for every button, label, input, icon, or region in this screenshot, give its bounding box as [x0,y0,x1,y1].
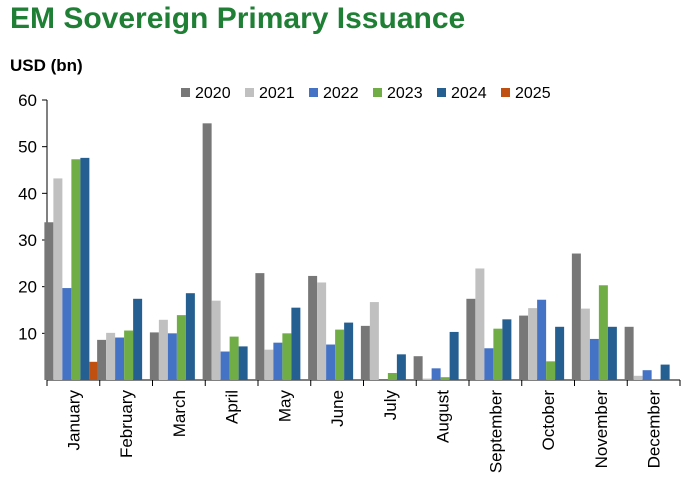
y-tick-label: 40 [18,184,37,203]
bar-2024-april [238,346,248,380]
bar-2020-march [149,332,159,380]
x-tick-label: April [223,390,242,424]
bar-2024-august [449,331,459,380]
y-tick-label: 20 [18,278,37,297]
bar-2020-december [624,326,634,380]
bar-2021-january [53,178,63,380]
bar-2020-august [413,356,423,380]
legend-label-2023: 2023 [387,85,423,102]
legend-swatch-2025 [501,88,510,97]
legend-swatch-2022 [309,88,318,97]
legend-label-2021: 2021 [259,85,295,102]
bar-2023-october [546,361,556,380]
bar-2022-september [484,348,494,380]
bar-2020-september [466,298,476,380]
bar-2023-february [124,330,134,380]
y-axis-unit-label: USD (bn) [10,56,83,75]
bar-2023-january [71,159,81,380]
legend-swatch-2023 [373,88,382,97]
bar-2022-february [115,337,125,380]
legend-swatch-2020 [181,88,190,97]
bar-2021-april [211,300,221,380]
y-tick-label: 30 [18,231,37,250]
bar-2021-november [580,308,590,380]
bar-2022-july [378,379,388,380]
x-tick-label: December [645,390,664,469]
bar-2022-january [62,288,72,380]
bar-2024-july [396,354,406,380]
bar-2021-june [317,282,327,380]
chart-title: EM Sovereign Primary Issuance [10,2,466,35]
bar-2023-august [440,377,450,380]
bar-2022-march [167,333,177,380]
bar-2020-october [519,315,529,380]
bar-2022-december [642,370,652,380]
bar-2024-november [607,326,617,380]
bar-2020-january [44,222,54,380]
bar-2023-may [282,333,292,380]
x-tick-label: August [434,390,453,443]
x-tick-label: June [328,390,347,427]
y-tick-label: 10 [18,324,37,343]
x-tick-label: October [539,390,558,451]
bar-2021-march [158,319,168,380]
y-tick-label: 60 [18,91,37,110]
bar-2024-may [291,307,301,380]
bar-2020-may [255,273,265,380]
x-tick-label: November [592,390,611,469]
bar-2021-august [422,378,432,380]
bar-2025-january [89,361,99,380]
bar-2024-december [660,364,670,380]
bar-2024-october [555,326,565,380]
bar-2024-september [502,319,512,380]
bar-2022-november [589,338,599,380]
bar-2022-june [326,344,336,380]
bar-2022-april [220,351,230,380]
legend-label-2025: 2025 [515,85,551,102]
bar-2023-july [387,373,397,380]
x-tick-label: March [170,390,189,437]
legend-swatch-2024 [437,88,446,97]
x-tick-label: May [275,390,294,423]
x-tick-label: July [381,390,400,421]
bar-2024-march [185,293,195,380]
bar-2023-march [176,315,186,380]
bar-2021-september [475,268,485,380]
bar-2020-june [308,275,318,380]
x-tick-label: February [117,390,136,459]
bar-2021-july [369,302,379,380]
bar-2023-november [598,285,608,380]
bar-2024-february [133,298,143,380]
bar-2023-april [229,336,239,380]
bar-2020-november [571,253,581,380]
bar-2022-may [273,342,283,380]
x-tick-label: January [64,390,83,451]
bar-2023-september [493,328,503,380]
bar-2024-january [80,157,90,380]
bar-2022-october [537,299,547,380]
legend-label-2022: 2022 [323,85,359,102]
bar-2020-april [202,123,212,380]
bar-2021-december [633,375,643,380]
bar-2021-october [528,308,538,380]
bar-2020-july [360,325,370,380]
y-tick-label: 50 [18,138,37,157]
legend-label-2024: 2024 [451,85,487,102]
bar-2024-june [344,322,354,380]
bar-2022-august [431,368,441,380]
bar-2020-february [97,339,107,380]
bar-2023-june [335,329,345,380]
bar-2021-february [106,332,116,380]
bar-2021-may [264,349,274,380]
bar-2023-december [651,379,661,380]
legend-swatch-2021 [245,88,254,97]
x-tick-label: September [486,390,505,473]
legend-label-2020: 2020 [195,85,231,102]
